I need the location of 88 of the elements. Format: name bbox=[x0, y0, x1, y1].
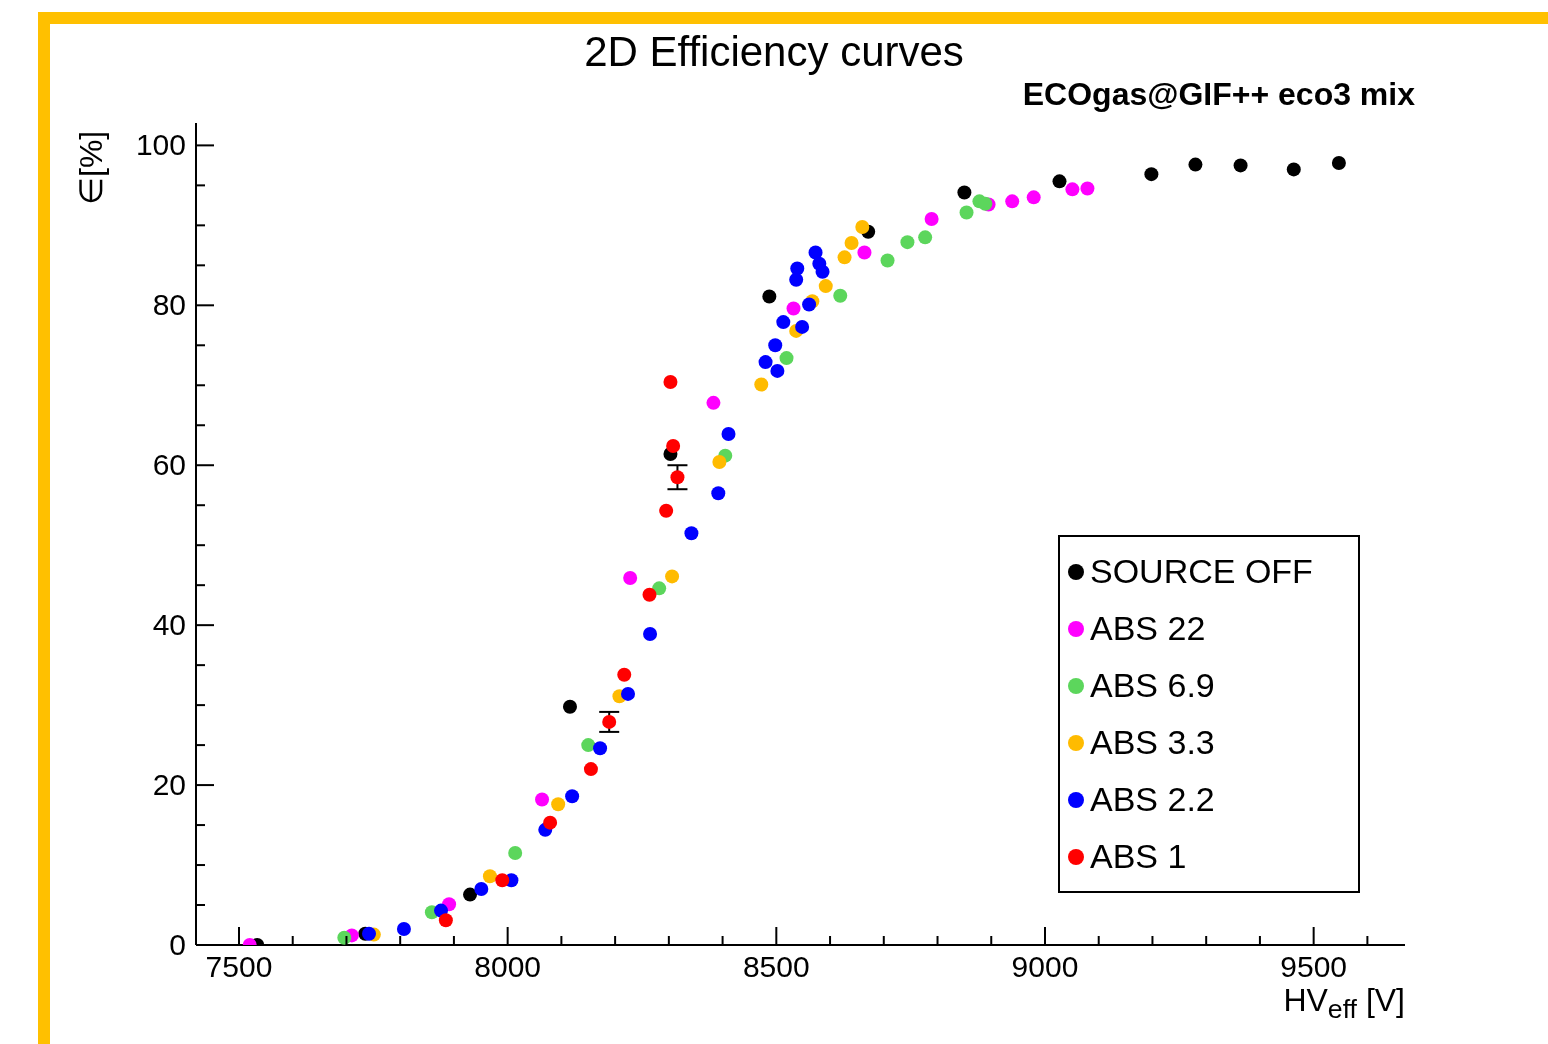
point bbox=[857, 245, 872, 260]
legend-label: SOURCE OFF bbox=[1090, 552, 1313, 591]
point bbox=[565, 789, 580, 804]
point bbox=[762, 289, 777, 304]
y-tick-label: 20 bbox=[152, 768, 186, 802]
point bbox=[844, 235, 859, 250]
point bbox=[617, 667, 632, 682]
point bbox=[786, 301, 801, 316]
x-tick-label: 8000 bbox=[474, 950, 542, 983]
point bbox=[837, 250, 852, 265]
legend-label: ABS 3.3 bbox=[1090, 723, 1215, 762]
point bbox=[1080, 181, 1095, 196]
point bbox=[768, 338, 783, 353]
point bbox=[1233, 158, 1248, 173]
point bbox=[706, 395, 721, 410]
point bbox=[924, 211, 939, 226]
point bbox=[1331, 155, 1346, 170]
point bbox=[880, 253, 895, 268]
point bbox=[789, 272, 804, 287]
legend-label: ABS 22 bbox=[1090, 609, 1206, 648]
point bbox=[621, 686, 636, 701]
point bbox=[474, 882, 489, 897]
point bbox=[1026, 190, 1041, 205]
point bbox=[779, 351, 794, 366]
legend-label: ABS 1 bbox=[1090, 837, 1187, 876]
point bbox=[623, 570, 638, 585]
point bbox=[551, 797, 566, 812]
x-tick-label: 9000 bbox=[1011, 950, 1079, 983]
point bbox=[684, 526, 699, 541]
point bbox=[508, 846, 523, 861]
chart-subtitle: ECOgas@GIF++ eco3 mix bbox=[1022, 76, 1415, 113]
point bbox=[362, 926, 377, 941]
point bbox=[790, 261, 805, 276]
point bbox=[711, 486, 726, 501]
y-tick-label: 60 bbox=[152, 448, 186, 482]
point bbox=[535, 792, 550, 807]
point bbox=[581, 738, 596, 753]
point bbox=[666, 439, 681, 454]
y-tick-label: 80 bbox=[152, 288, 186, 322]
point bbox=[808, 245, 823, 260]
x-tick-label: 9500 bbox=[1280, 950, 1348, 983]
point bbox=[1065, 182, 1080, 197]
x-axis-title: HV$_{eff}$ [V] bbox=[1283, 982, 1405, 1026]
point bbox=[815, 264, 830, 279]
point bbox=[770, 363, 785, 378]
point bbox=[670, 470, 685, 485]
point bbox=[795, 319, 810, 334]
point bbox=[1144, 167, 1159, 182]
point bbox=[543, 815, 558, 830]
point bbox=[900, 235, 915, 250]
point bbox=[957, 185, 972, 200]
chart-title: 2D Efficiency curves bbox=[583, 28, 965, 76]
x-tick-label: 7500 bbox=[205, 950, 273, 983]
point bbox=[482, 869, 497, 884]
point bbox=[721, 427, 736, 442]
point bbox=[818, 279, 833, 294]
point bbox=[855, 219, 870, 234]
point bbox=[495, 873, 510, 888]
point bbox=[663, 375, 678, 390]
point bbox=[562, 699, 577, 714]
y-tick-label: 40 bbox=[152, 608, 186, 642]
point bbox=[833, 288, 848, 303]
point bbox=[754, 377, 769, 392]
point bbox=[659, 503, 674, 518]
point bbox=[1005, 194, 1020, 209]
point bbox=[652, 581, 667, 596]
point bbox=[438, 913, 453, 928]
point bbox=[758, 355, 773, 370]
y-axis-title: ∈[%] bbox=[72, 130, 110, 205]
point bbox=[918, 230, 933, 245]
point bbox=[712, 455, 727, 470]
point bbox=[959, 205, 974, 220]
point bbox=[643, 626, 658, 641]
point bbox=[642, 587, 657, 602]
point bbox=[776, 315, 791, 330]
point bbox=[396, 922, 411, 937]
point bbox=[1052, 174, 1067, 189]
point bbox=[463, 887, 478, 902]
point bbox=[593, 741, 608, 756]
y-tick-label: 100 bbox=[135, 128, 186, 162]
point bbox=[1188, 157, 1203, 172]
point bbox=[665, 569, 680, 584]
x-tick-label: 8500 bbox=[742, 950, 810, 983]
point bbox=[1286, 162, 1301, 177]
legend-label: ABS 2.2 bbox=[1090, 780, 1215, 819]
y-tick-label: 0 bbox=[169, 928, 186, 961]
legend-label: ABS 6.9 bbox=[1090, 666, 1215, 705]
point bbox=[583, 762, 598, 777]
